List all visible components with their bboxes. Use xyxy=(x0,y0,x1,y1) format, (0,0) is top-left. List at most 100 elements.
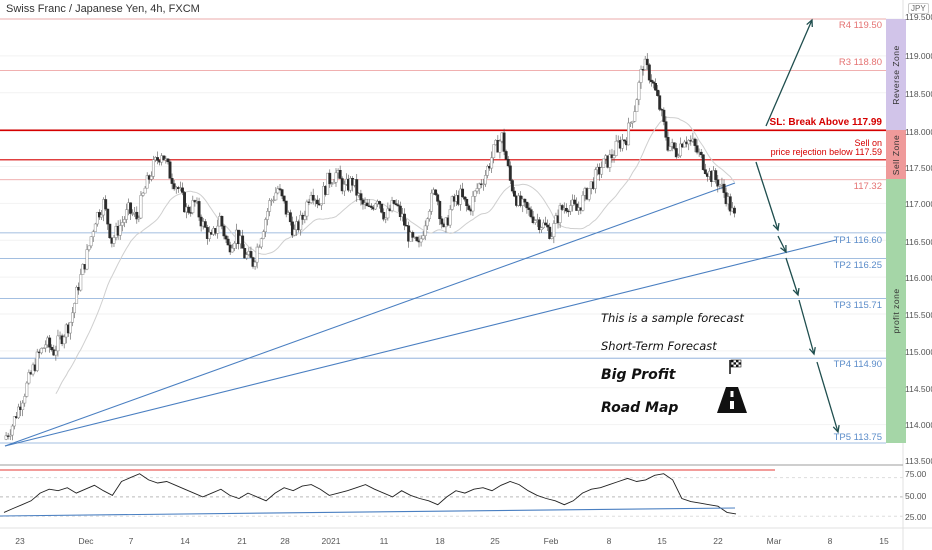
candle-body xyxy=(699,151,703,156)
candle-body xyxy=(450,196,454,210)
candle-body xyxy=(513,190,516,197)
candle-body xyxy=(203,221,207,228)
y-tick: 114.000 xyxy=(905,420,932,430)
candle-body xyxy=(608,154,612,168)
candle-body xyxy=(463,196,467,200)
annotation-sample-forecast: This is a sample forecast xyxy=(601,311,744,325)
candle-body xyxy=(701,154,705,170)
candle-body xyxy=(483,175,487,185)
annotation-short-term: Short-Term Forecast xyxy=(601,339,717,353)
candle-body xyxy=(722,183,726,193)
candle-body xyxy=(564,207,568,212)
candle-body xyxy=(56,335,60,352)
x-tick: Dec xyxy=(78,536,94,546)
candle-body xyxy=(394,203,398,206)
candle-body xyxy=(475,188,479,192)
candle-body xyxy=(149,176,153,180)
candle-body xyxy=(471,196,475,212)
candle-body xyxy=(168,161,172,179)
level-label-r3: R3 118.80 xyxy=(838,57,882,68)
candle-body xyxy=(396,204,400,207)
candle-body xyxy=(668,146,672,151)
annotation-big-profit: Big Profit xyxy=(601,367,676,383)
x-tick: 28 xyxy=(280,536,290,546)
candle-body xyxy=(25,382,29,397)
reverse-zone: Reverse Zone xyxy=(886,19,906,130)
candle-body xyxy=(382,212,386,220)
candle-body xyxy=(122,219,126,223)
candle-body xyxy=(255,246,259,263)
candle-body xyxy=(139,195,143,219)
candle-body xyxy=(573,199,577,205)
candle-body xyxy=(303,215,307,220)
candle-body xyxy=(143,187,147,194)
level-label-tp3: TP3 115.71 xyxy=(833,300,882,311)
candle-body xyxy=(27,372,31,384)
x-tick: Mar xyxy=(766,536,782,546)
x-tick: 14 xyxy=(180,536,190,546)
candle-body xyxy=(191,200,195,213)
candle-body xyxy=(654,83,657,91)
candle-body xyxy=(230,248,234,253)
candle-body xyxy=(531,216,535,223)
candle-body xyxy=(662,109,666,122)
candle-body xyxy=(492,144,496,159)
level-lines xyxy=(0,18,886,444)
candle-body xyxy=(652,81,655,84)
candle-body xyxy=(50,346,54,351)
x-tick: 18 xyxy=(435,536,445,546)
y-tick: 115.000 xyxy=(905,347,932,357)
candle-body xyxy=(602,158,606,168)
rsi-trendline xyxy=(0,507,736,517)
candle-body xyxy=(62,336,66,345)
candle-body xyxy=(89,236,93,247)
candle-body xyxy=(257,246,261,248)
candle-body xyxy=(440,218,444,225)
x-tick: 23 xyxy=(15,536,25,546)
candle-body xyxy=(156,157,160,161)
candle-body xyxy=(73,303,76,314)
arrow-down-4 xyxy=(798,299,815,355)
currency-badge[interactable]: JPY xyxy=(908,3,929,14)
candle-body xyxy=(137,217,141,220)
x-tick: 21 xyxy=(237,536,247,546)
candle-body xyxy=(679,143,682,157)
candle-body xyxy=(87,245,91,250)
y-tick: 113.500 xyxy=(905,456,932,466)
candle-body xyxy=(427,211,431,220)
rsi-y-tick: 50.00 xyxy=(905,491,927,501)
candle-body xyxy=(502,132,506,152)
candle-body xyxy=(637,82,641,100)
symbol-title[interactable]: Swiss Franc / Japanese Yen, 4h, FXCM xyxy=(6,3,200,15)
candle-body xyxy=(631,121,635,124)
candle-body xyxy=(226,238,230,246)
candle-body xyxy=(419,238,423,243)
candle-body xyxy=(465,198,469,206)
trendline-2 xyxy=(4,239,837,447)
candle-body xyxy=(614,140,618,156)
x-tick: 15 xyxy=(879,536,889,546)
candle-body xyxy=(369,205,373,208)
candle-body xyxy=(633,111,637,122)
candle-body xyxy=(587,188,591,200)
candle-body xyxy=(249,251,253,258)
candle-body xyxy=(41,347,45,349)
candle-body xyxy=(181,187,184,193)
candle-body xyxy=(145,175,149,189)
annotation-road-map: Road Map xyxy=(601,400,679,416)
candle-body xyxy=(676,155,680,158)
reverse-zone-label: Reverse Zone xyxy=(891,44,901,105)
trendlines xyxy=(4,182,837,447)
candle-body xyxy=(461,188,465,198)
candle-body xyxy=(268,200,272,212)
candle-body xyxy=(506,159,510,167)
candle-body xyxy=(330,183,334,185)
candle-body xyxy=(542,222,545,228)
candle-body xyxy=(189,212,193,214)
candle-body xyxy=(627,122,631,146)
x-tick: 15 xyxy=(657,536,667,546)
candle-body xyxy=(666,137,670,151)
candle-body xyxy=(639,69,643,83)
candle-body xyxy=(278,188,282,190)
